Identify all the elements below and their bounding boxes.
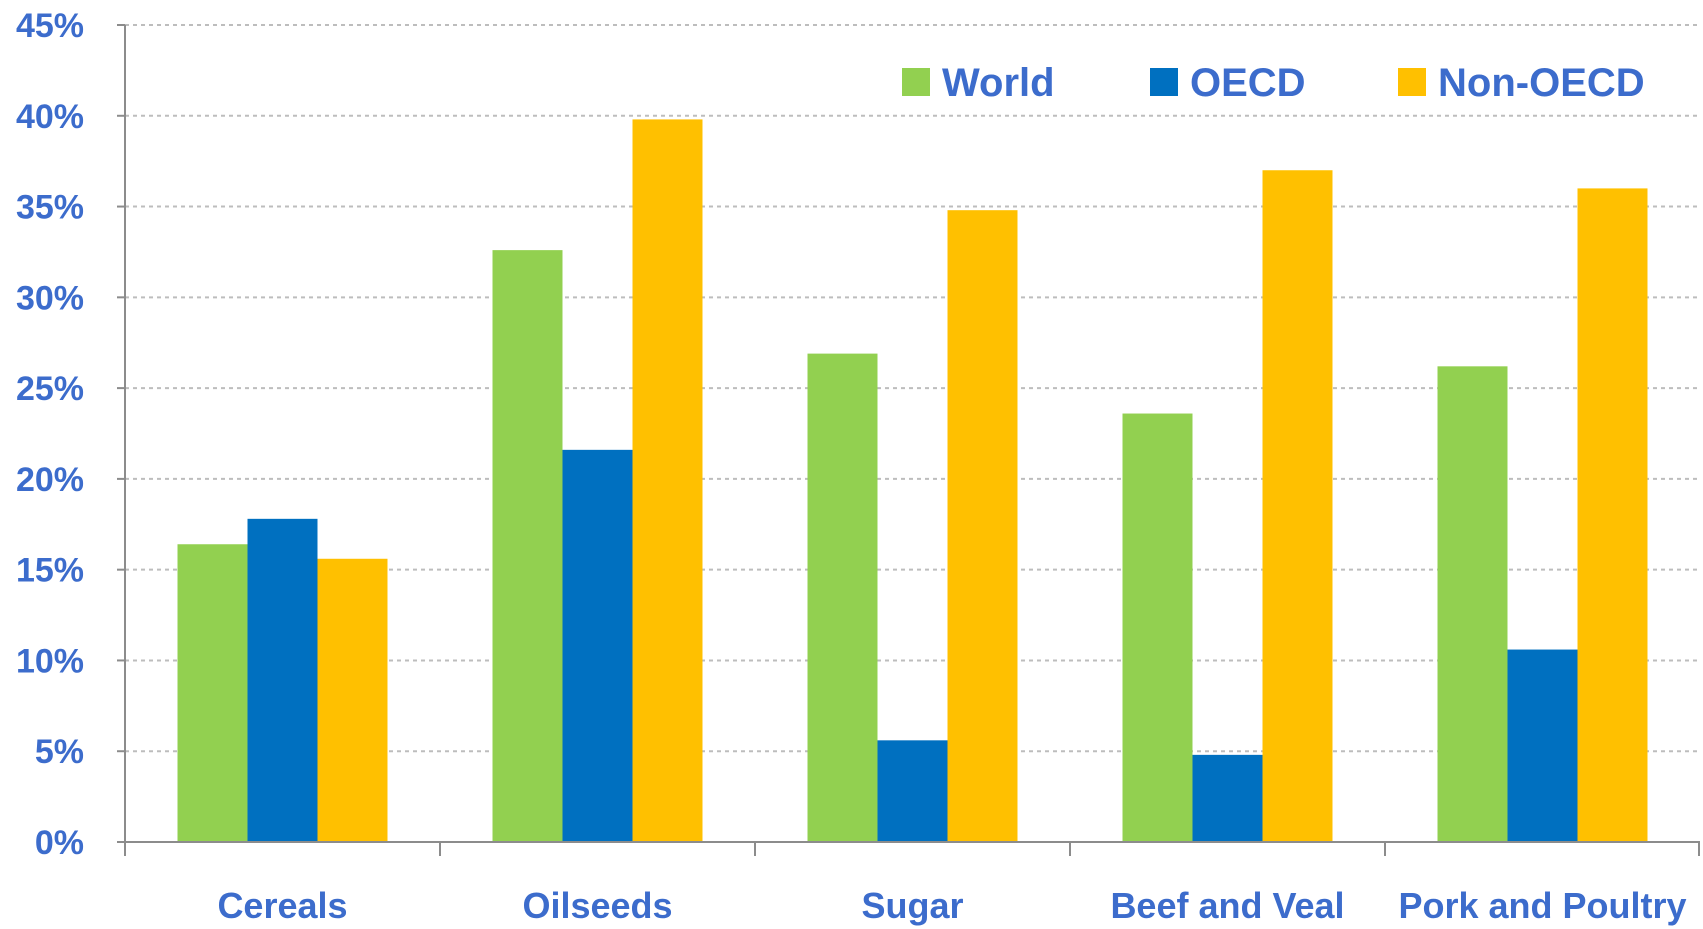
legend-label-world: World — [942, 61, 1055, 105]
x-category-label: Oilseeds — [522, 885, 672, 926]
bar-oecd-pork-and-poultry — [1507, 649, 1578, 842]
bar-non-oecd-oilseeds — [632, 119, 703, 843]
bar-oecd-sugar — [877, 740, 948, 842]
legend-label-non-oecd: Non-OECD — [1438, 61, 1645, 105]
bar-world-oilseeds — [492, 250, 563, 842]
x-axis-category-labels: Cereals Oilseeds Sugar Beef and Veal Pork an… — [217, 885, 1686, 926]
x-category-label: Cereals — [217, 885, 347, 926]
bar-oecd-beef-and-veal — [1192, 754, 1263, 842]
bar-non-oecd-cereals — [317, 558, 388, 842]
x-category-label: Pork and Poultry — [1398, 885, 1686, 926]
legend: World OECD Non-OECD — [902, 61, 1645, 105]
x-category-label: Sugar — [861, 885, 963, 926]
axes — [117, 24, 1700, 856]
y-tick-label: 10% — [16, 642, 84, 680]
bar-non-oecd-pork-and-poultry — [1577, 188, 1648, 842]
y-tick-label: 5% — [35, 733, 84, 771]
legend-label-oecd: OECD — [1190, 61, 1306, 105]
x-category-label: Beef and Veal — [1110, 885, 1344, 926]
legend-swatch-world — [902, 68, 930, 96]
legend-swatch-oecd — [1150, 68, 1178, 96]
y-tick-label: 40% — [16, 98, 84, 136]
legend-swatch-non-oecd — [1398, 68, 1426, 96]
bar-world-pork-and-poultry — [1437, 366, 1508, 842]
bar-oecd-oilseeds — [562, 449, 633, 842]
y-tick-label: 35% — [16, 189, 84, 227]
bar-non-oecd-beef-and-veal — [1262, 170, 1333, 842]
bar-world-sugar — [807, 353, 878, 842]
y-tick-label: 30% — [16, 279, 84, 317]
bars — [177, 119, 1648, 843]
bar-world-beef-and-veal — [1122, 413, 1193, 842]
y-tick-label: 20% — [16, 461, 84, 499]
y-tick-label: 15% — [16, 552, 84, 590]
y-tick-label: 45% — [16, 7, 84, 45]
bar-world-cereals — [177, 544, 248, 842]
y-tick-label: 0% — [35, 824, 84, 862]
bar-non-oecd-sugar — [947, 210, 1018, 843]
y-tick-label: 25% — [16, 370, 84, 408]
bar-oecd-cereals — [247, 518, 318, 842]
y-axis-tick-labels: 0% 5% 10% 15% 20% 25% 30% 35% 40% 45% — [16, 7, 84, 862]
